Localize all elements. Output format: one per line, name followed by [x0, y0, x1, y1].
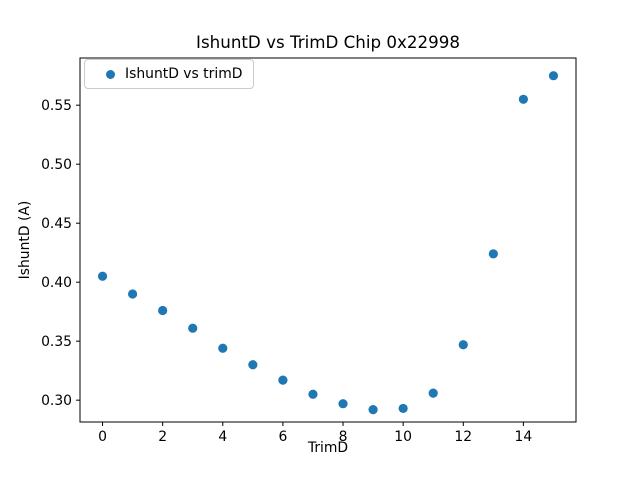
data-point	[458, 340, 468, 350]
data-point	[518, 94, 528, 104]
y-tick-label: 0.50	[41, 157, 72, 173]
data-point	[368, 405, 378, 415]
data-point	[308, 389, 318, 399]
data-point	[398, 403, 408, 414]
data-point	[548, 71, 559, 81]
axes-spines	[79, 57, 577, 423]
data-point	[338, 399, 348, 409]
y-tick-label: 0.30	[41, 393, 72, 409]
data-point	[248, 360, 258, 370]
y-tick-label: 0.45	[41, 216, 72, 232]
x-axis-label: TrimD	[307, 440, 349, 456]
x-tick-label: 8	[339, 429, 348, 445]
x-tick-label: 14	[515, 429, 533, 445]
data-point	[97, 271, 108, 281]
y-tick-label: 0.55	[41, 98, 72, 114]
data-point	[218, 343, 228, 353]
x-tick-label: 4	[218, 429, 227, 445]
legend: IshuntD vs trimD	[84, 59, 254, 89]
data-point	[158, 305, 168, 316]
x-tick-label: 0	[98, 429, 107, 445]
data-point	[428, 388, 438, 398]
chart-title: IshuntD vs TrimD Chip 0x22998	[196, 32, 460, 52]
data-point	[188, 323, 198, 333]
x-tick-label: 2	[158, 429, 167, 445]
data-point	[128, 289, 138, 299]
legend-marker-dot-icon	[106, 69, 115, 79]
y-tick-label: 0.35	[41, 334, 72, 350]
x-tick-label: 6	[278, 429, 287, 445]
data-point	[488, 249, 498, 259]
x-tick-label: 10	[394, 429, 412, 445]
data-point	[278, 375, 288, 385]
x-tick-label: 12	[454, 429, 472, 445]
y-tick-label: 0.40	[41, 275, 72, 291]
legend-entry-label: IshuntD vs trimD	[125, 66, 243, 82]
